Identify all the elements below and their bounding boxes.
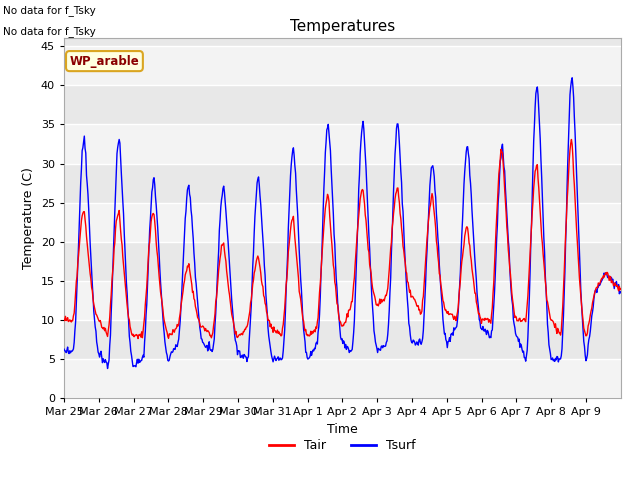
Tair — [256, 264, 264, 270]
Tsurf — [568, 75, 576, 81]
Tsurf — [60, 346, 68, 352]
Tsurf — [401, 244, 408, 250]
Tair — [277, 333, 285, 339]
Text: No data for f_Tsky: No data for f_Tsky — [3, 5, 96, 16]
Bar — [64, 281, 621, 320]
Tair — [134, 336, 142, 341]
Line: Tsurf: Tsurf — [64, 78, 621, 369]
Tsurf — [104, 366, 111, 372]
Bar — [64, 203, 621, 242]
Tair — [617, 286, 625, 292]
Line: Tair: Tair — [64, 140, 621, 338]
Y-axis label: Temperature (C): Temperature (C) — [22, 168, 35, 269]
Text: WP_arable: WP_arable — [70, 55, 140, 68]
Bar — [64, 124, 621, 164]
Title: Temperatures: Temperatures — [290, 20, 395, 35]
Tsurf — [126, 339, 134, 345]
Bar — [64, 46, 621, 85]
Bar — [64, 359, 621, 398]
Tair — [432, 226, 440, 231]
Tsurf — [228, 306, 236, 312]
Tsurf — [432, 194, 440, 200]
Tair — [228, 315, 236, 321]
Legend: Tair, Tsurf: Tair, Tsurf — [264, 434, 420, 457]
Tsurf — [277, 357, 285, 363]
Tair — [401, 254, 408, 260]
Tsurf — [617, 290, 625, 296]
Tair — [125, 317, 133, 323]
Tsurf — [256, 193, 264, 199]
Text: No data for f_Tsky: No data for f_Tsky — [3, 26, 96, 37]
X-axis label: Time: Time — [327, 423, 358, 436]
Tair — [60, 317, 68, 323]
Tair — [568, 137, 575, 143]
